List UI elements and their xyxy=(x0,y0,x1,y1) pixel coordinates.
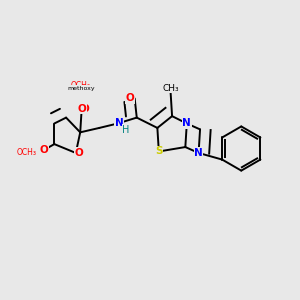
Text: OCH₃: OCH₃ xyxy=(71,81,91,90)
Text: S: S xyxy=(155,146,163,157)
Text: CH₃: CH₃ xyxy=(162,84,179,93)
Text: N: N xyxy=(115,118,124,128)
Text: N: N xyxy=(194,148,203,158)
Text: methoxy: methoxy xyxy=(67,86,94,91)
Text: O: O xyxy=(77,104,86,114)
Text: O: O xyxy=(75,148,84,158)
Text: H: H xyxy=(122,125,130,135)
Text: N: N xyxy=(182,118,191,128)
Text: O: O xyxy=(40,145,48,155)
Text: OCH₃: OCH₃ xyxy=(16,148,36,158)
Text: O: O xyxy=(126,94,135,103)
Text: O: O xyxy=(80,104,89,114)
